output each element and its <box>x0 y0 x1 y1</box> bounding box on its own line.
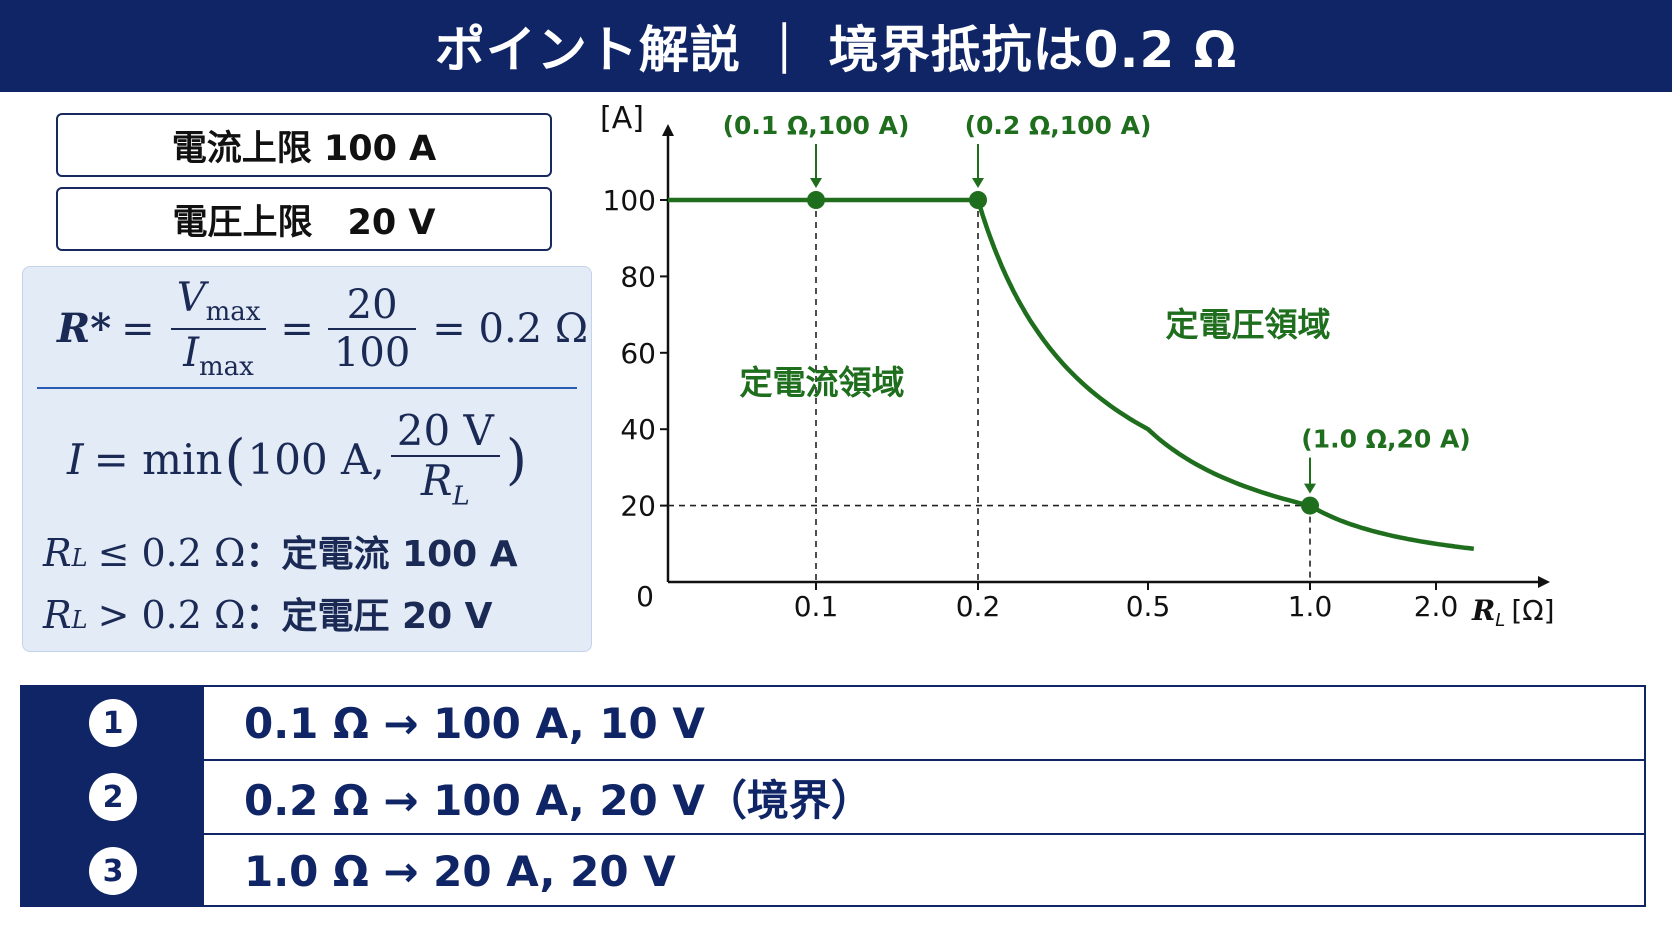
current-vs-resistance-chart: 0 20 40 60 80 100 0.1 0.2 0.5 1.0 2.0 I[A] RL[Ω] (0.1… <box>600 101 1555 631</box>
x-tick-label: 0.1 <box>794 590 839 623</box>
min-first-arg: 100 A, <box>247 435 385 485</box>
point-arrow-head <box>972 178 984 188</box>
row-number-badge: 2 <box>89 773 137 821</box>
table-row: 3 1.0 Ω → 20 A, 20 V <box>22 835 1644 907</box>
row-number-badge: 3 <box>89 847 137 895</box>
row-divider <box>22 833 1644 835</box>
formula-panel: R* = Vmax Imax = 20 100 = 0.2 Ω I = min … <box>22 266 592 652</box>
vmax-subscript: max <box>205 297 261 327</box>
rl-subscript-cond2: L <box>71 606 88 634</box>
numerator-20: 20 <box>346 281 398 328</box>
highlight-point <box>807 191 825 209</box>
row-number-badge: 1 <box>89 699 137 747</box>
rl-symbol-cond2: R <box>43 593 72 637</box>
x-tick-label: 2.0 <box>1414 590 1459 623</box>
condition-1-text: ：定電流 100 A <box>245 534 518 575</box>
x-tick-label: 1.0 <box>1288 590 1333 623</box>
paren-close: ) <box>505 428 527 492</box>
point-arrow-head <box>1304 483 1316 494</box>
min-function: = min <box>93 435 223 485</box>
rl-symbol: R <box>420 456 453 506</box>
current-curve <box>668 197 1475 552</box>
highlight-point <box>1301 496 1319 515</box>
constant-current-region-label: 定電流領域 <box>740 363 905 402</box>
condition-2-math: > 0.2 Ω <box>97 593 246 637</box>
point-label: (0.1 Ω,100 A) <box>723 111 910 140</box>
voltage-over-rl-fraction: 20 V RL <box>390 406 500 513</box>
paren-open: ( <box>224 428 246 492</box>
r-star-symbol: R* <box>57 305 112 353</box>
row-text: 0.1 Ω → 100 A, 10 V <box>244 698 705 748</box>
vmax-over-imax-fraction: Vmax Imax <box>170 275 267 383</box>
row-text: 0.2 Ω → 100 A, 20 V（境界） <box>244 775 873 825</box>
y-tick-label: 0 <box>636 580 654 613</box>
point-arrow-head <box>810 178 822 188</box>
equals-sign-2: = <box>280 305 314 352</box>
boundary-resistance-formula: R* = Vmax Imax = 20 100 = 0.2 Ω <box>57 275 588 383</box>
current-min-formula: I = min ( 100 A, 20 V RL ) <box>67 406 527 513</box>
condition-1-math: ≤ 0.2 Ω <box>97 531 246 575</box>
row-text: 1.0 Ω → 20 A, 20 V <box>244 846 676 896</box>
highlight-point <box>969 191 987 209</box>
y-tick-label: 40 <box>620 413 656 446</box>
y-tick-label: 80 <box>620 260 656 293</box>
vmax-symbol: V <box>176 275 206 321</box>
page-title: ポイント解説 ｜ 境界抵抗は0.2 Ω <box>0 0 1672 92</box>
table-row: 1 0.1 Ω → 100 A, 10 V <box>22 687 1644 759</box>
y-tick-label: 100 <box>603 184 656 217</box>
boundary-resistance-result: = 0.2 Ω <box>432 305 589 352</box>
row-divider <box>22 759 1644 761</box>
formula-divider <box>37 387 577 389</box>
denominator-100: 100 <box>333 329 411 376</box>
current-limit-box: 電流上限 100 A <box>56 113 552 177</box>
rl-subscript: L <box>452 481 470 512</box>
y-tick-label: 20 <box>620 490 656 523</box>
y-axis-label: I[A] <box>600 101 644 136</box>
rl-symbol-cond1: R <box>43 531 72 575</box>
constant-voltage-region-label: 定電圧領域 <box>1166 305 1331 344</box>
equals-sign: = <box>121 305 155 352</box>
point-label: (1.0 Ω,20 A) <box>1301 425 1470 454</box>
numerator-20v: 20 V <box>396 406 494 455</box>
numeric-fraction: 20 100 <box>327 281 417 376</box>
x-axis-label: RL [Ω] <box>1471 594 1555 631</box>
condition-2-text: ：定電圧 20 V <box>245 596 493 637</box>
x-tick-label: 0.5 <box>1126 590 1171 623</box>
imax-subscript: max <box>199 351 254 382</box>
point-label: (0.2 Ω,100 A) <box>965 111 1152 140</box>
rl-subscript-cond1: L <box>71 544 88 572</box>
x-tick-label: 0.2 <box>956 590 1001 623</box>
table-row: 2 0.2 Ω → 100 A, 20 V（境界） <box>22 761 1644 833</box>
imax-symbol: I <box>183 329 200 376</box>
current-symbol: I <box>67 435 84 485</box>
y-tick-label: 60 <box>620 337 656 370</box>
result-table: 1 0.1 Ω → 100 A, 10 V 2 0.2 Ω → 100 A, 2… <box>20 685 1646 907</box>
voltage-limit-box: 電圧上限 20 V <box>56 187 552 251</box>
